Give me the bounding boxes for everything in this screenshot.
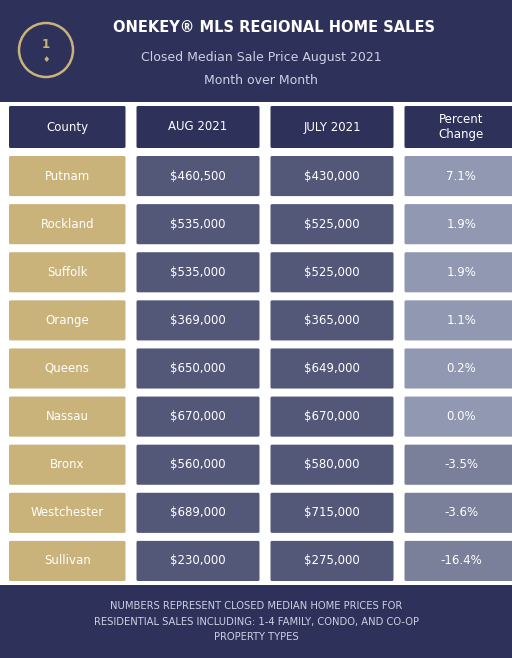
Text: -16.4%: -16.4% (440, 555, 482, 567)
FancyBboxPatch shape (137, 349, 260, 389)
Text: 0.2%: 0.2% (446, 362, 476, 375)
Bar (0, 102, 512, 585)
Text: 0.0%: 0.0% (446, 410, 476, 423)
FancyBboxPatch shape (9, 106, 125, 148)
Text: 1.9%: 1.9% (446, 218, 476, 231)
Text: Sullivan: Sullivan (44, 555, 91, 567)
FancyBboxPatch shape (137, 204, 260, 244)
FancyBboxPatch shape (9, 493, 125, 533)
FancyBboxPatch shape (9, 349, 125, 389)
Text: County: County (46, 120, 88, 134)
Text: 1.9%: 1.9% (446, 266, 476, 279)
Text: Bronx: Bronx (50, 458, 84, 471)
Text: Percent
Change: Percent Change (439, 113, 484, 141)
FancyBboxPatch shape (137, 156, 260, 196)
FancyBboxPatch shape (404, 493, 512, 533)
Text: $715,000: $715,000 (304, 507, 360, 519)
FancyBboxPatch shape (270, 493, 394, 533)
FancyBboxPatch shape (270, 204, 394, 244)
Text: JULY 2021: JULY 2021 (303, 120, 361, 134)
Text: 1: 1 (42, 38, 50, 51)
Text: Suffolk: Suffolk (47, 266, 88, 279)
FancyBboxPatch shape (9, 541, 125, 581)
FancyBboxPatch shape (404, 252, 512, 292)
Text: $460,500: $460,500 (170, 170, 226, 182)
Text: $430,000: $430,000 (304, 170, 360, 182)
FancyBboxPatch shape (137, 541, 260, 581)
Text: -3.5%: -3.5% (444, 458, 478, 471)
Text: $365,000: $365,000 (304, 314, 360, 327)
Text: $275,000: $275,000 (304, 555, 360, 567)
FancyBboxPatch shape (270, 397, 394, 437)
Bar (0, 585, 512, 658)
FancyBboxPatch shape (270, 156, 394, 196)
FancyBboxPatch shape (137, 397, 260, 437)
Text: $650,000: $650,000 (170, 362, 226, 375)
Text: -3.6%: -3.6% (444, 507, 478, 519)
FancyBboxPatch shape (137, 300, 260, 340)
Text: AUG 2021: AUG 2021 (168, 120, 228, 134)
FancyBboxPatch shape (270, 252, 394, 292)
FancyBboxPatch shape (9, 445, 125, 485)
FancyBboxPatch shape (404, 349, 512, 389)
Text: Queens: Queens (45, 362, 90, 375)
FancyBboxPatch shape (404, 541, 512, 581)
Text: $560,000: $560,000 (170, 458, 226, 471)
FancyBboxPatch shape (404, 156, 512, 196)
Text: $369,000: $369,000 (170, 314, 226, 327)
Text: 7.1%: 7.1% (446, 170, 476, 182)
FancyBboxPatch shape (270, 300, 394, 340)
Text: $525,000: $525,000 (304, 218, 360, 231)
Text: $525,000: $525,000 (304, 266, 360, 279)
Text: ONEKEY® MLS REGIONAL HOME SALES: ONEKEY® MLS REGIONAL HOME SALES (113, 20, 435, 34)
Text: Nassau: Nassau (46, 410, 89, 423)
FancyBboxPatch shape (404, 445, 512, 485)
FancyBboxPatch shape (137, 445, 260, 485)
Text: $535,000: $535,000 (170, 218, 226, 231)
FancyBboxPatch shape (137, 493, 260, 533)
FancyBboxPatch shape (404, 300, 512, 340)
Text: Orange: Orange (46, 314, 89, 327)
Text: ♦: ♦ (42, 55, 50, 64)
FancyBboxPatch shape (404, 204, 512, 244)
Text: Rockland: Rockland (40, 218, 94, 231)
Text: $670,000: $670,000 (304, 410, 360, 423)
FancyBboxPatch shape (404, 106, 512, 148)
FancyBboxPatch shape (404, 397, 512, 437)
FancyBboxPatch shape (270, 106, 394, 148)
Text: $670,000: $670,000 (170, 410, 226, 423)
Text: Putnam: Putnam (45, 170, 90, 182)
Text: $689,000: $689,000 (170, 507, 226, 519)
FancyBboxPatch shape (9, 204, 125, 244)
Text: $580,000: $580,000 (304, 458, 360, 471)
FancyBboxPatch shape (270, 445, 394, 485)
Text: $230,000: $230,000 (170, 555, 226, 567)
Text: $535,000: $535,000 (170, 266, 226, 279)
FancyBboxPatch shape (9, 300, 125, 340)
FancyBboxPatch shape (9, 252, 125, 292)
FancyBboxPatch shape (137, 106, 260, 148)
Text: 1.1%: 1.1% (446, 314, 476, 327)
Text: Closed Median Sale Price August 2021: Closed Median Sale Price August 2021 (141, 51, 381, 64)
FancyBboxPatch shape (270, 541, 394, 581)
FancyBboxPatch shape (270, 349, 394, 389)
FancyBboxPatch shape (137, 252, 260, 292)
Text: Westchester: Westchester (31, 507, 104, 519)
FancyBboxPatch shape (9, 156, 125, 196)
FancyBboxPatch shape (9, 397, 125, 437)
Text: Month over Month: Month over Month (204, 74, 318, 86)
Text: NUMBERS REPRESENT CLOSED MEDIAN HOME PRICES FOR
RESIDENTIAL SALES INCLUDING: 1-4: NUMBERS REPRESENT CLOSED MEDIAN HOME PRI… (94, 601, 418, 642)
Text: $649,000: $649,000 (304, 362, 360, 375)
